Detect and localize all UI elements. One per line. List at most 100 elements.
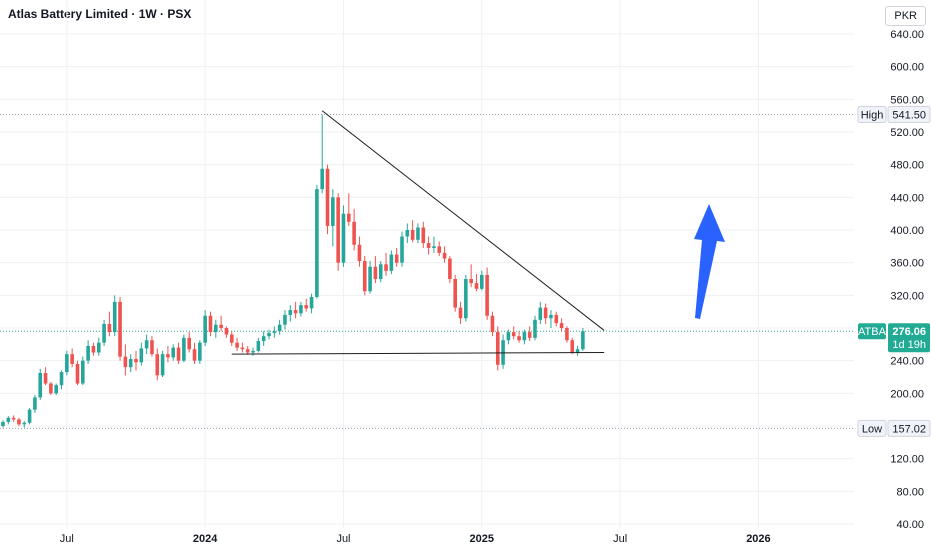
candle-up (96, 342, 101, 353)
countdown: 1d 19h (892, 339, 926, 351)
candle-down (394, 254, 399, 263)
tag-label: High (861, 109, 884, 121)
candle-down (347, 213, 351, 222)
candle-up (6, 417, 11, 422)
candle-up (128, 359, 133, 368)
last-price: 276.06 (892, 326, 926, 338)
y-tick-label: 440.00 (890, 192, 924, 204)
candle-up (480, 274, 484, 289)
candle-up (368, 266, 372, 292)
candle-up (581, 331, 585, 350)
candle-up (315, 189, 319, 297)
candle-down (490, 315, 495, 333)
candle-down (485, 274, 489, 316)
candle-up (432, 246, 436, 248)
candle-down (559, 323, 564, 328)
y-tick-label: 560.00 (890, 94, 924, 106)
symbol-tag: ATBA (858, 326, 887, 338)
x-tick-label: 2024 (193, 533, 218, 545)
candle-down (554, 314, 559, 324)
x-tick-label: Jul (336, 533, 350, 545)
candle-up (405, 230, 410, 237)
tag-value-box (887, 105, 931, 123)
candle-down (235, 342, 239, 348)
candle-up (160, 354, 165, 376)
candle-up (59, 372, 64, 386)
candle-down (75, 363, 80, 384)
candle-up (299, 305, 303, 314)
y-tick-label: 200.00 (890, 388, 924, 400)
candle-down (458, 307, 463, 319)
reference-lines (0, 113, 854, 429)
candle-up (320, 168, 324, 190)
candle-down (17, 419, 21, 425)
candle-up (86, 345, 90, 361)
candle-up (81, 360, 85, 384)
candle-down (224, 328, 229, 335)
candles (1, 114, 585, 428)
x-tick-label: Jul (60, 533, 74, 545)
candle-down (118, 301, 122, 357)
candle-up (549, 314, 553, 319)
candle-down (166, 354, 170, 358)
candle-up (416, 227, 420, 240)
candle-down (352, 221, 356, 245)
candle-up (251, 350, 255, 353)
candle-down (219, 324, 223, 328)
candle-down (150, 340, 154, 355)
candle-down (176, 347, 181, 361)
y-axis: 640.00 600.00 560.00 520.00 480.00 440.00 400.… (890, 29, 924, 531)
y-tick-label: 40.00 (896, 519, 924, 531)
symbol-tag-box (858, 323, 886, 340)
up-arrow-icon (694, 204, 725, 319)
x-tick-label: 2025 (470, 533, 494, 545)
candle-up (256, 341, 261, 351)
candle-down (384, 264, 388, 271)
candle-down (11, 417, 16, 420)
candle-up (214, 324, 218, 333)
y-tick-label: 360.00 (890, 258, 924, 270)
candle-up (464, 279, 468, 319)
candle-down (421, 227, 426, 244)
candle-down (155, 354, 160, 376)
candle-up (112, 301, 117, 333)
y-tick-label: 320.00 (890, 290, 924, 302)
candle-up (198, 342, 202, 361)
candle-up (538, 307, 543, 320)
candle-up (272, 331, 277, 333)
currency-button[interactable]: PKR (885, 6, 926, 26)
candle-down (511, 332, 516, 337)
candle-down (495, 332, 500, 365)
candle-up (261, 336, 266, 342)
x-axis: Jul 2024 Jul 2025 Jul 2026 (60, 533, 771, 545)
chart-title: Atlas Battery Limited · 1W · PSX (8, 7, 192, 21)
y-tick-label: 480.00 (890, 160, 924, 172)
candle-up (341, 213, 346, 263)
candle-up (54, 385, 58, 394)
y-tick-label: 600.00 (890, 62, 924, 74)
candle-down (91, 345, 96, 353)
candle-down (208, 315, 213, 333)
x-tick-label: Jul (613, 533, 627, 545)
tag-value: 157.02 (892, 423, 926, 435)
candle-up (171, 347, 176, 358)
candle-down (453, 279, 457, 308)
candle-up (309, 296, 314, 309)
candle-up (288, 310, 293, 315)
price-tag-box (888, 323, 930, 353)
candle-down (325, 168, 330, 226)
candle-up (65, 354, 69, 373)
candle-down (570, 340, 575, 353)
candle-up (277, 324, 282, 332)
candle-down (373, 266, 378, 279)
trendline (231, 352, 605, 355)
candle-down (357, 244, 362, 262)
y-tick-label: 80.00 (896, 486, 924, 498)
y-tick-label: 400.00 (890, 225, 924, 237)
candle-down (336, 197, 340, 263)
candle-down (49, 383, 53, 394)
candle-down (134, 359, 138, 363)
candle-up (533, 319, 537, 338)
